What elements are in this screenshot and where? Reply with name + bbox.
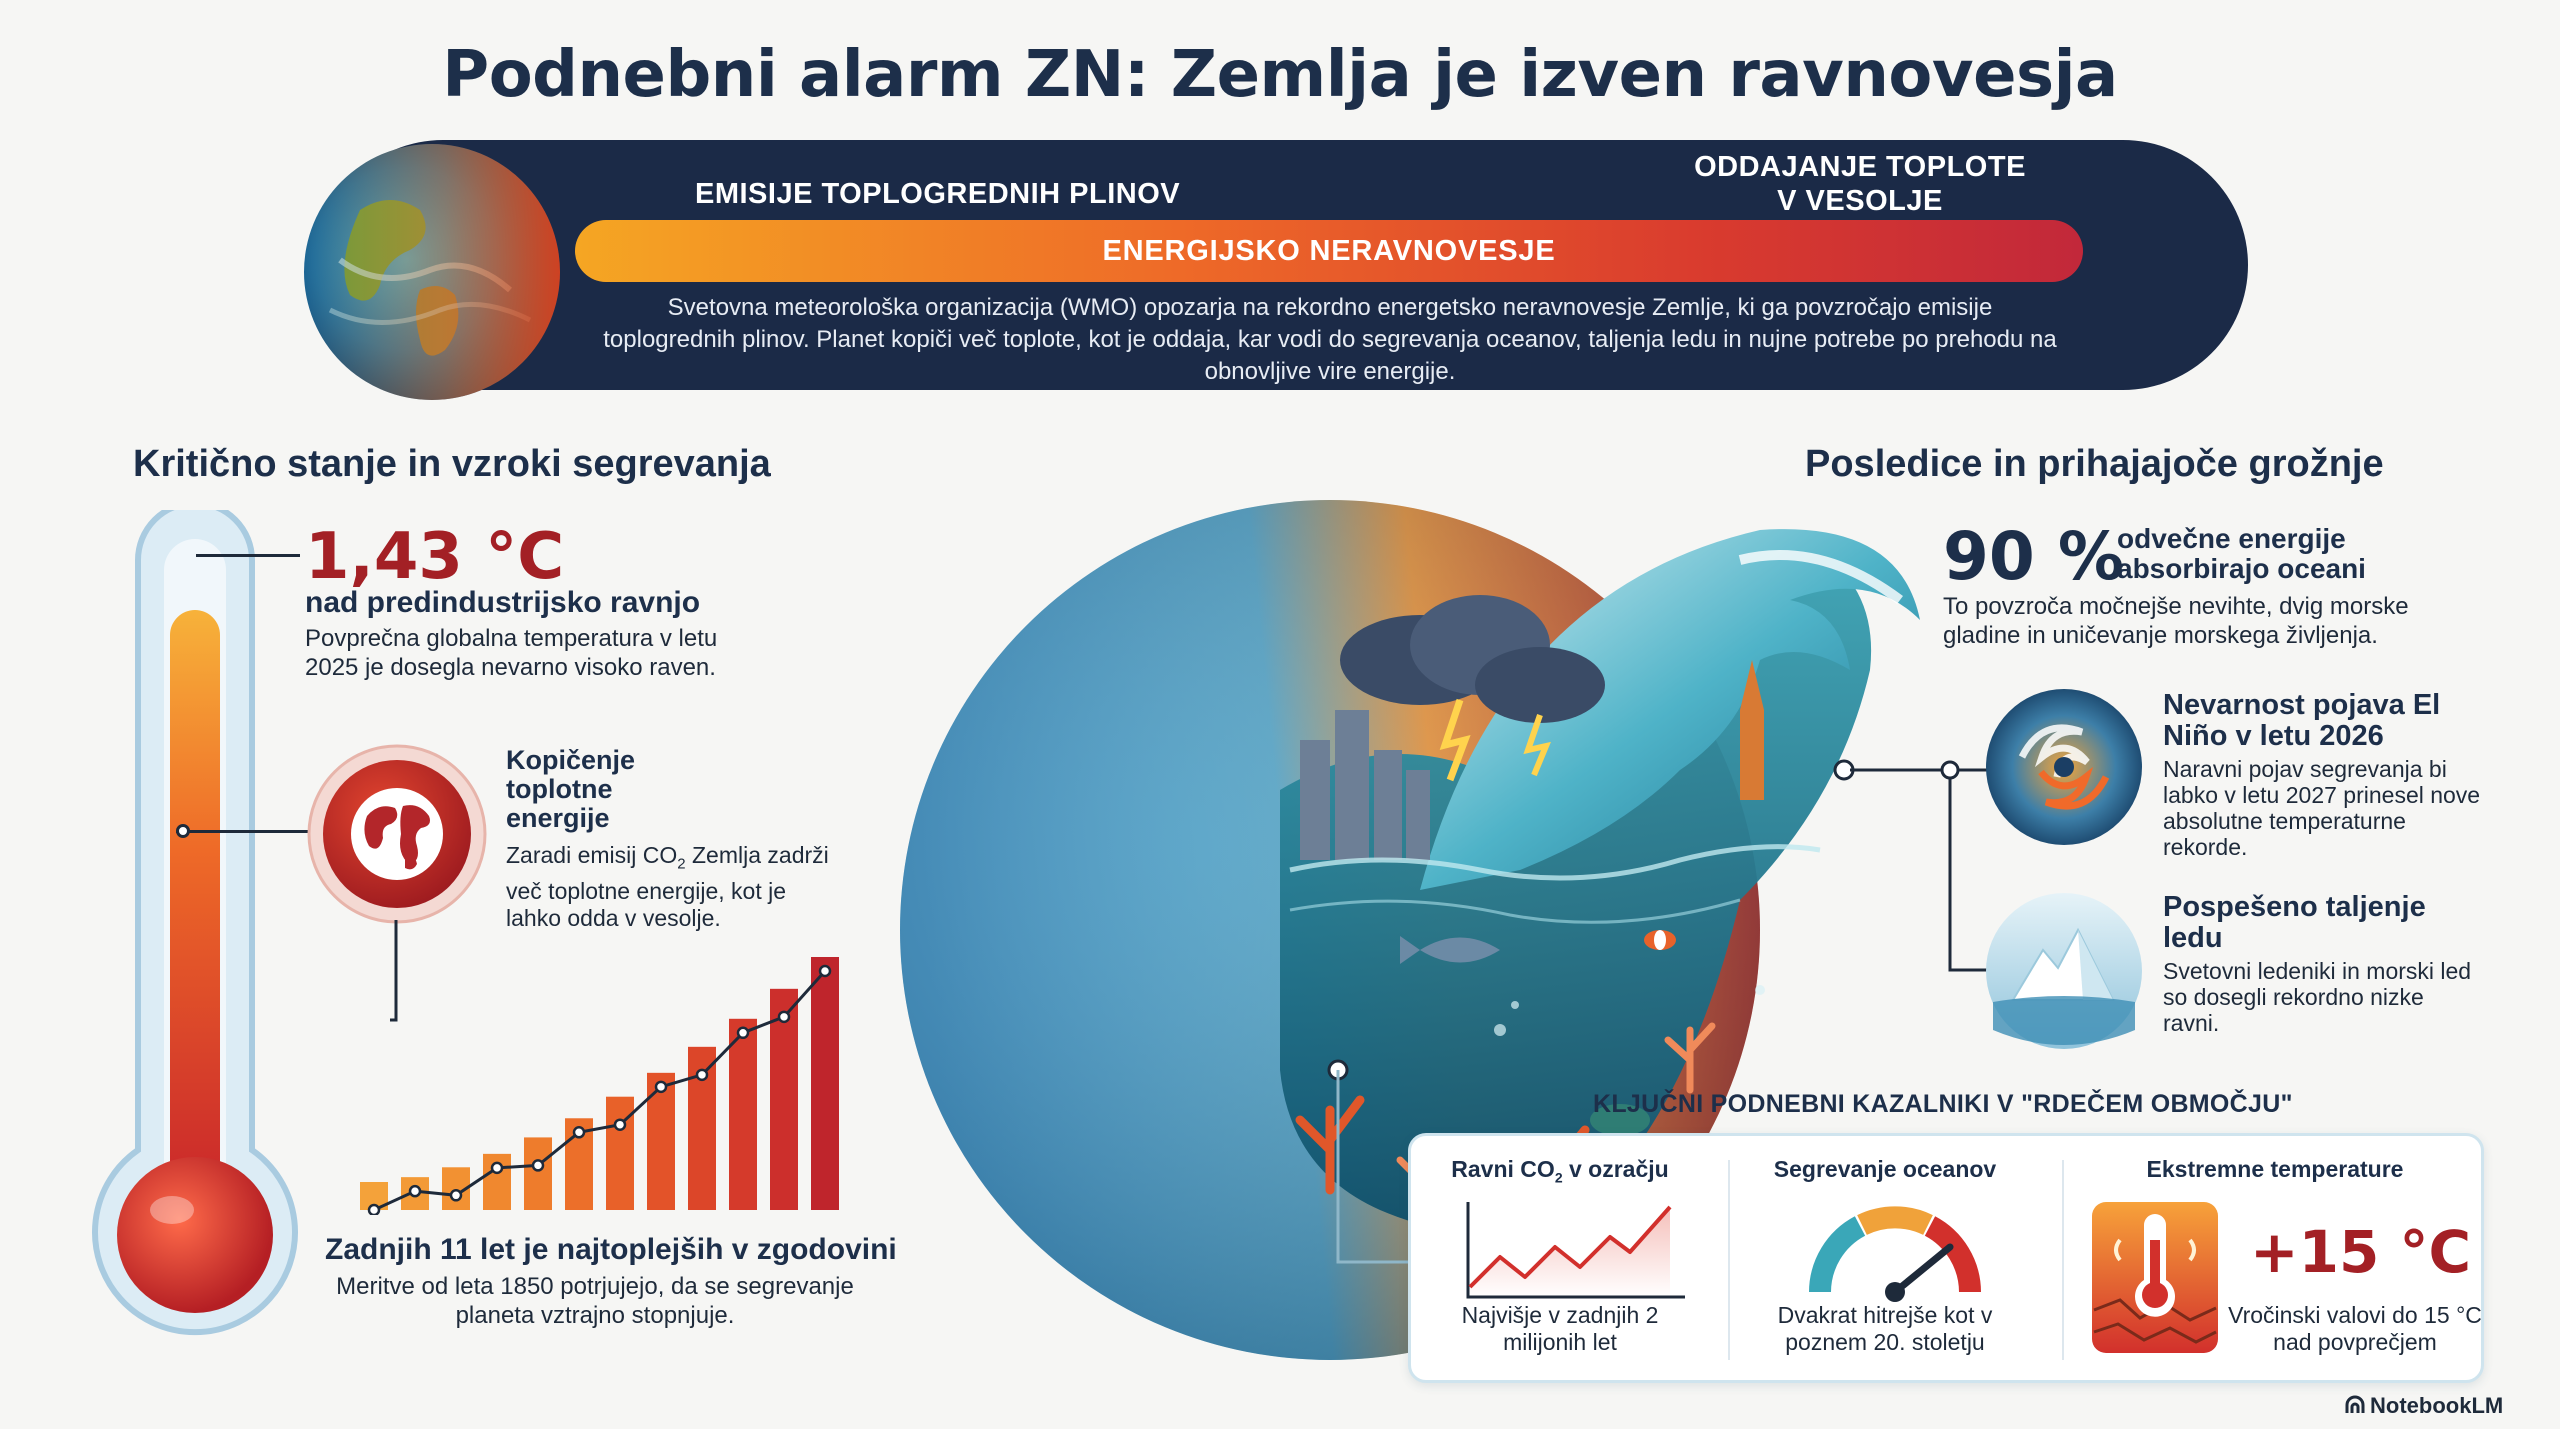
co2-title-post: v ozračju xyxy=(1562,1156,1669,1182)
emissions-label: EMISIJE TOPLOGREDNIH PLINOV xyxy=(695,178,1181,210)
accumulation-text-post: Zemlja zadrži več toplotne energije, kot… xyxy=(506,842,829,931)
temperature-description: Povprečna globalna temperatura v letu 20… xyxy=(305,625,718,681)
temperature-pointer-line xyxy=(196,554,300,557)
iceberg-icon xyxy=(1986,893,2142,1049)
trend-point xyxy=(449,1189,463,1202)
extreme-indicator-footer: Vročinski valovi do 15 °C nad povprečjem xyxy=(2228,1302,2482,1355)
co2-title-subscript: 2 xyxy=(1554,1169,1563,1186)
extreme-indicator-title: Ekstremne temperature xyxy=(2146,1156,2404,1182)
heat-out-label: ODDAJANJE TOPLOTE V VESOLJE xyxy=(1694,151,2026,217)
right-section-heading: Posledice in prihajajoče grožnje xyxy=(1805,443,2384,485)
trend-point xyxy=(736,1026,750,1040)
trend-point xyxy=(531,1159,545,1172)
trend-point xyxy=(572,1126,586,1139)
ocean-energy-label: odvečne energije absorbirajo oceani xyxy=(2117,523,2366,584)
warmest-years-title: Zadnjih 11 let je najtoplejših v zgodovi… xyxy=(325,1233,897,1266)
el-nino-title: Nevarnost pojava El Niño v letu 2026 xyxy=(2163,689,2441,752)
indicator-divider xyxy=(1728,1160,1730,1360)
page-title: Podnebni alarm ZN: Zemlja je izven ravno… xyxy=(442,38,2118,112)
co2-subscript: 2 xyxy=(677,855,686,873)
globe-icon xyxy=(307,744,487,924)
el-nino-description: Naravni pojav segrevanja bi labko v letu… xyxy=(2163,756,2481,860)
extreme-temperature-value: +15 °C xyxy=(2250,1218,2472,1286)
trend-bar xyxy=(770,988,798,1210)
trend-point xyxy=(818,964,832,978)
thermometer-icon xyxy=(92,510,298,1336)
ocean-energy-value: 90 % xyxy=(1943,518,2124,595)
trend-bar xyxy=(811,957,839,1210)
trend-point xyxy=(613,1118,627,1131)
heat-thermometer-icon xyxy=(2092,1202,2218,1353)
temperature-subtitle: nad predindustrijsko ravnjo xyxy=(305,586,701,619)
trend-bar xyxy=(729,1018,757,1210)
trend-point xyxy=(695,1068,709,1082)
imbalance-label: ENERGIJSKO NERAVNOVESJE xyxy=(1102,235,1556,267)
trend-point xyxy=(367,1203,381,1215)
accumulation-description: Zaradi emisij CO2 Zemlja zadrži več topl… xyxy=(506,842,836,932)
bar-connector-line xyxy=(390,920,398,1022)
trend-point xyxy=(654,1080,668,1094)
trend-line xyxy=(373,969,827,1212)
ice-title: Pospešeno taljenje ledu xyxy=(2163,891,2426,954)
notebooklm-icon xyxy=(2345,1395,2365,1413)
ice-description: Svetovni ledeniki in morski led so doseg… xyxy=(2163,958,2472,1036)
earth-globe-icon xyxy=(304,144,560,400)
energy-imbalance-bar xyxy=(575,220,2083,282)
co2-indicator-footer: Najvišje v zadnjih 2 milijonih let xyxy=(1461,1302,1659,1355)
ocean-indicator-title: Segrevanje oceanov xyxy=(1773,1156,1997,1182)
trend-bar xyxy=(647,1072,675,1210)
credit-label: NotebookLM xyxy=(2370,1393,2504,1418)
ocean-energy-description: To povzroča močnejše nevihte, dvig morsk… xyxy=(1943,593,2409,649)
co2-title-pre: Ravni CO xyxy=(1451,1156,1555,1182)
connector-dot xyxy=(176,824,190,838)
left-section-heading: Kritično stanje in vzroki segrevanja xyxy=(133,443,771,485)
warmest-years-description: Meritve od leta 1850 potrjujejo, da se s… xyxy=(336,1273,854,1329)
trend-point xyxy=(408,1184,422,1198)
trend-bar xyxy=(524,1137,552,1210)
co2-trend-chart xyxy=(1466,1202,1685,1299)
trend-point xyxy=(777,1010,791,1024)
accumulation-title: Kopičenje toplotne energije xyxy=(506,745,636,833)
temperature-value: 1,43 °C xyxy=(305,520,565,594)
heat-connector-line xyxy=(176,830,316,833)
trend-point xyxy=(490,1161,504,1175)
banner-description: Svetovna meteorološka organizacija (WMO)… xyxy=(603,294,2057,385)
hurricane-icon xyxy=(1986,689,2142,845)
co2-indicator-title: Ravni CO2 v ozračju xyxy=(1420,1156,1700,1186)
right-connector-lines xyxy=(1850,760,1990,972)
ocean-indicator-footer: Dvakrat hitrejše kot v poznem 20. stolet… xyxy=(1777,1302,1993,1355)
warming-trend-bars xyxy=(360,957,839,1215)
indicators-connector-line xyxy=(1336,1070,1410,1264)
indicator-divider xyxy=(2062,1160,2064,1360)
indicators-heading: KLJUČNI PODNEBNI KAZALNIKI V "RDEČEM OBM… xyxy=(1593,1090,2293,1118)
accumulation-text-pre: Zaradi emisij CO xyxy=(506,842,678,868)
gauge-icon xyxy=(1809,1206,1981,1302)
